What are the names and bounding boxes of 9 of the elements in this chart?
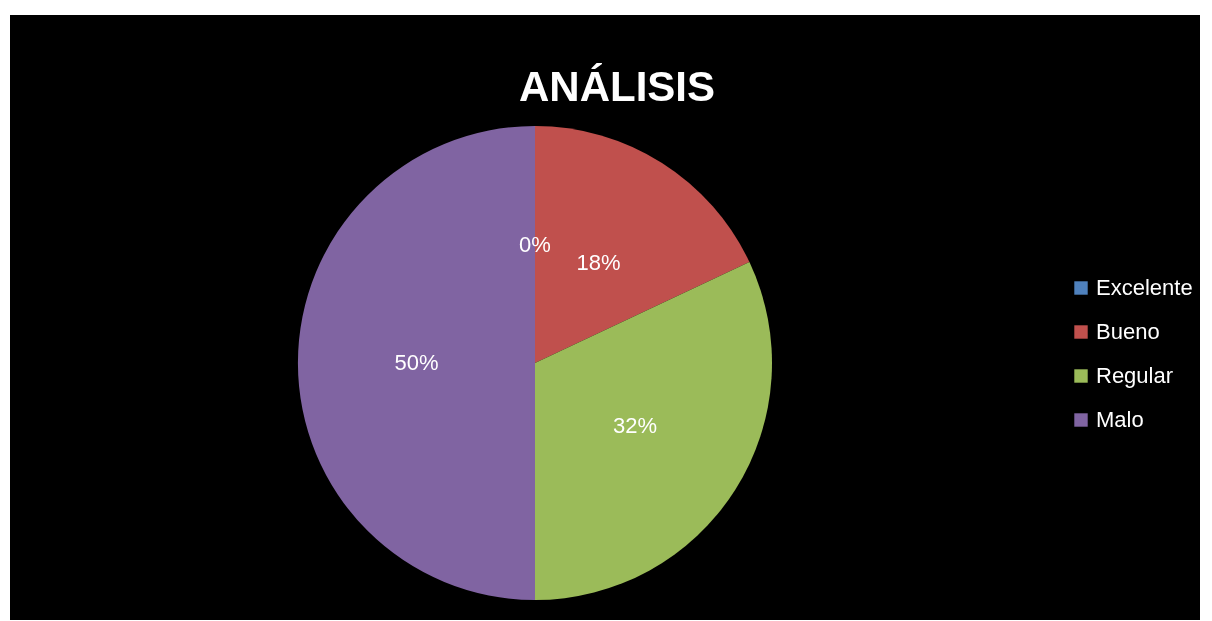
legend-label: Bueno — [1096, 319, 1160, 344]
chart-title: ANÁLISIS — [518, 63, 716, 110]
legend-label: Regular — [1096, 363, 1174, 388]
text: 0% — [519, 231, 551, 257]
legend-label: Malo — [1096, 407, 1144, 432]
data-label: 50% — [394, 350, 439, 375]
legend-label: Excelente — [1096, 275, 1193, 300]
data-label: 32% — [613, 413, 658, 439]
data-label: 18% — [576, 249, 621, 275]
